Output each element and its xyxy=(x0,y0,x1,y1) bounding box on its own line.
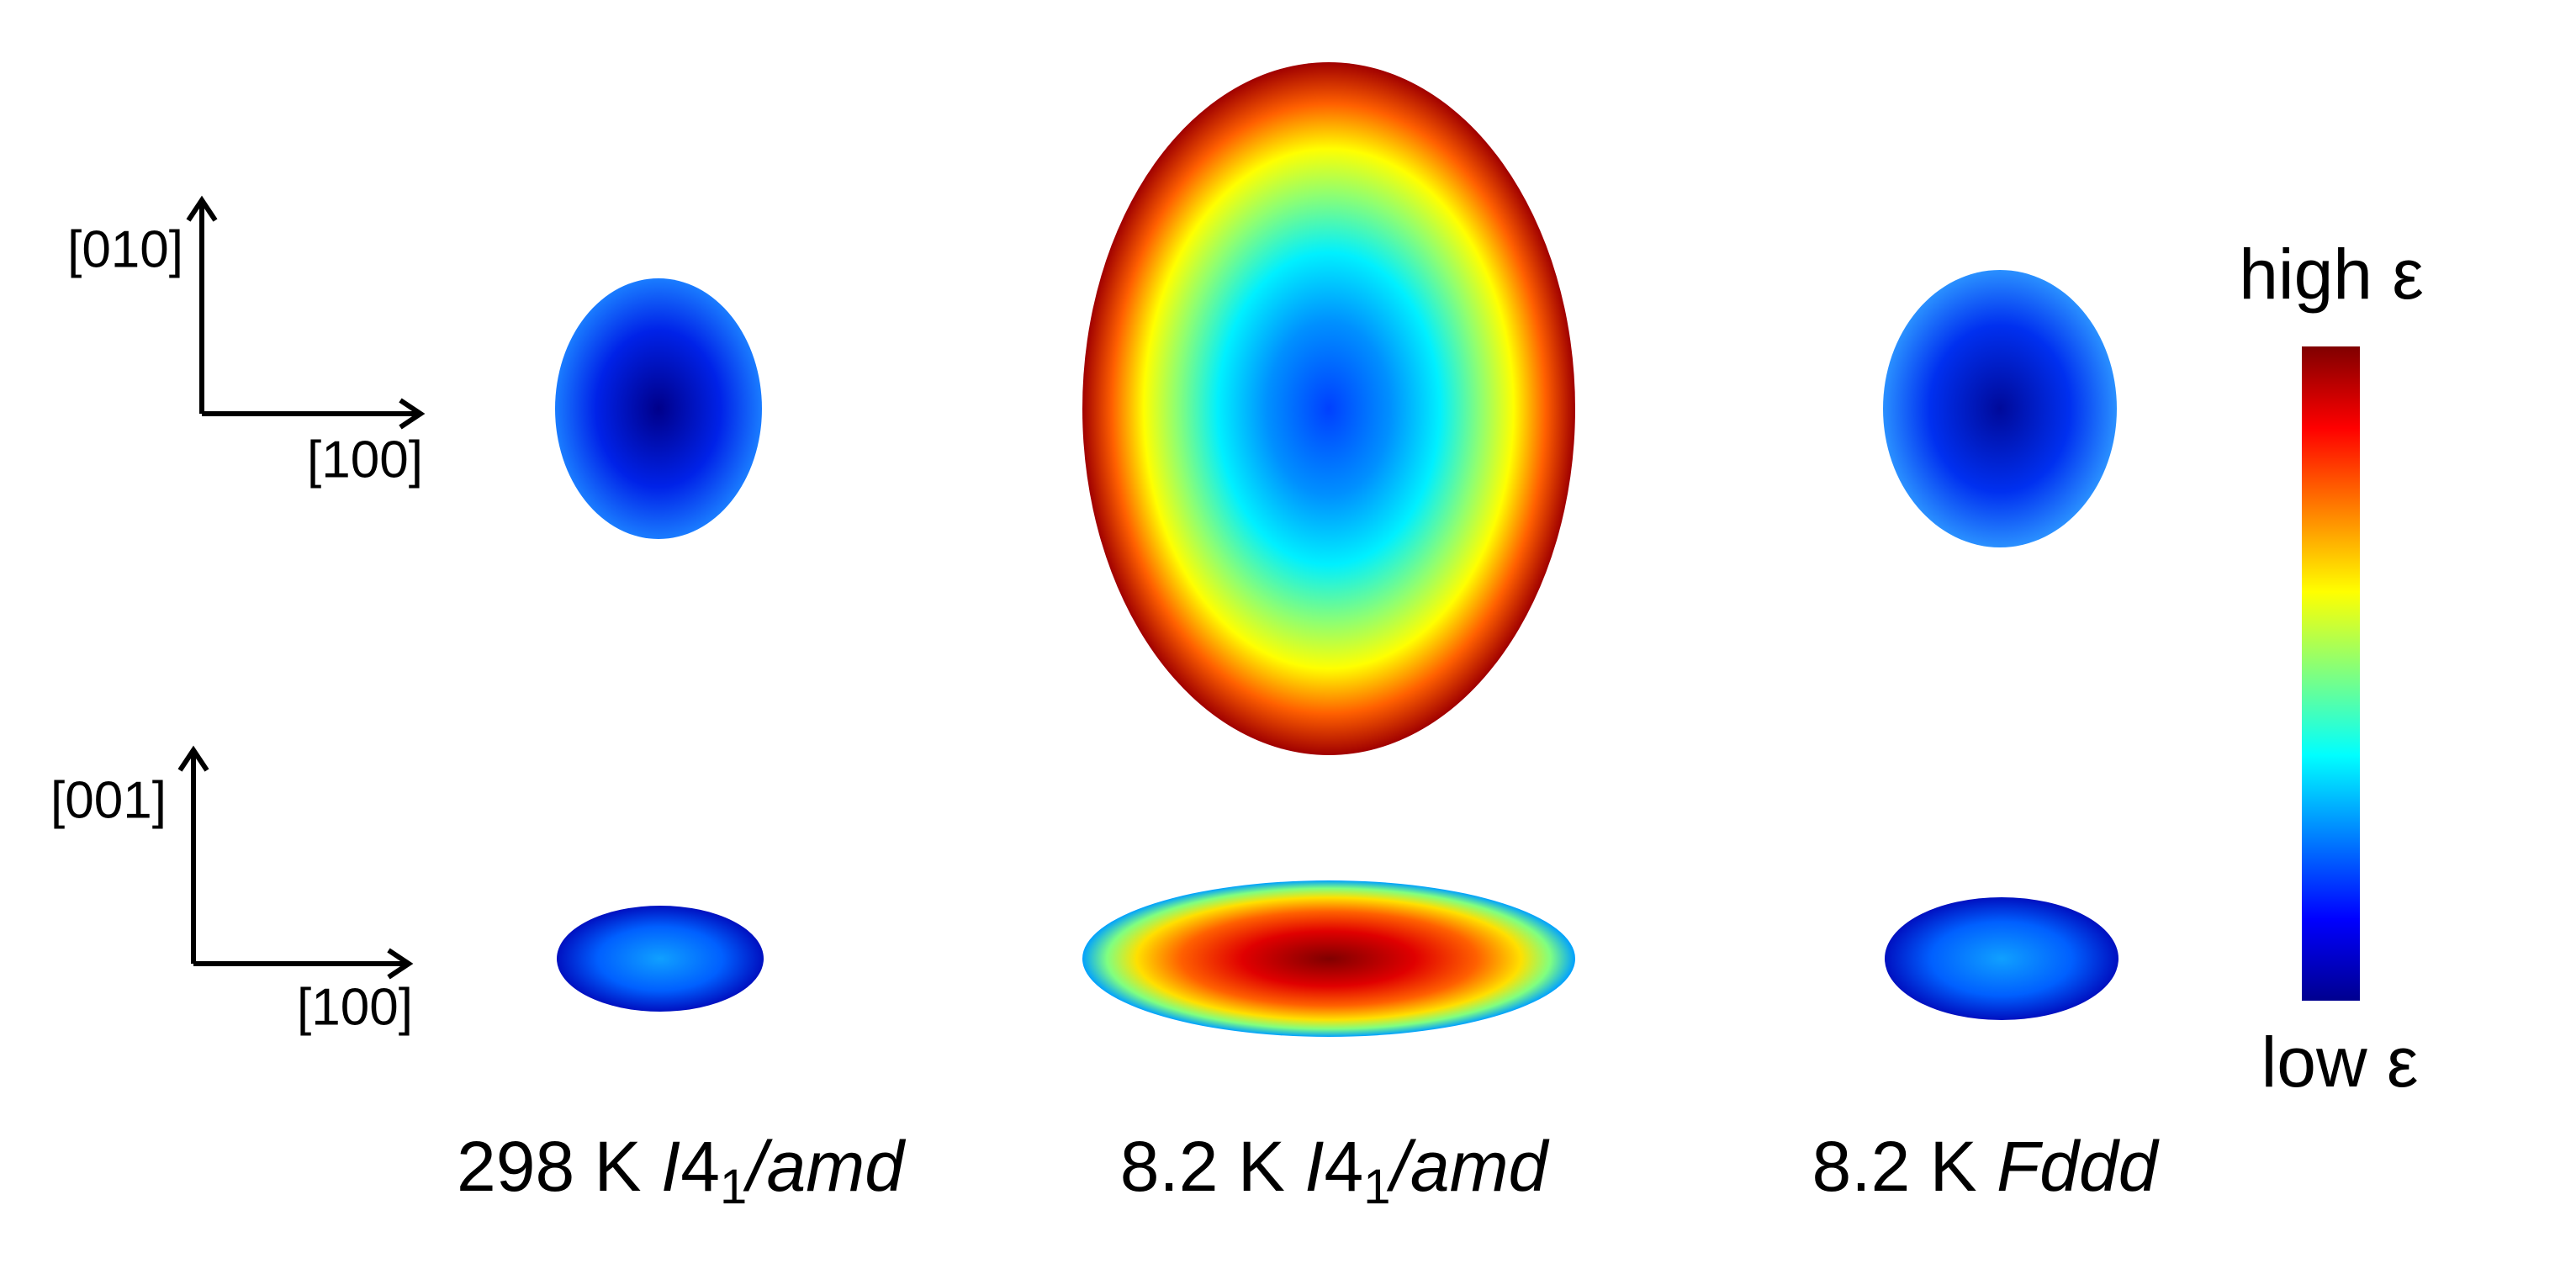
ellipsoid xyxy=(1082,880,1575,1037)
colorbar xyxy=(2302,346,2360,1001)
colorbar-high: high ε xyxy=(2239,235,2424,314)
number: 4 xyxy=(680,1127,720,1206)
rest: /amd xyxy=(1387,1127,1550,1206)
ellipsoid xyxy=(555,278,762,539)
subscript: 1 xyxy=(720,1160,747,1214)
axes-bottom: [001] [100] xyxy=(50,745,414,1036)
axis-label: [001] xyxy=(50,771,167,829)
axis-label: [100] xyxy=(307,431,423,489)
rest: /amd xyxy=(743,1127,906,1206)
phase-label: 8.2 K I41/amd xyxy=(1120,1127,1550,1214)
number: 4 xyxy=(1325,1127,1364,1206)
subscript: 1 xyxy=(1363,1160,1390,1214)
ellipsoid xyxy=(557,906,764,1012)
temperature: 298 K xyxy=(457,1127,661,1206)
ellipsoid xyxy=(1082,62,1575,755)
phase-label: 298 K I41/amd xyxy=(457,1127,906,1214)
axis-label: [010] xyxy=(67,220,183,278)
axes-top: [010] [100] xyxy=(67,195,426,489)
axis-label: [100] xyxy=(297,978,413,1036)
colorbar-low: low ε xyxy=(2261,1023,2419,1102)
phase-label: 8.2 K Fddd xyxy=(1812,1127,2160,1206)
axis-arrows xyxy=(186,195,426,430)
symbol: I xyxy=(661,1127,680,1206)
temperature: 8.2 K xyxy=(1812,1127,1997,1206)
symbol: I xyxy=(1304,1127,1324,1206)
axis-arrows xyxy=(177,745,414,980)
ellipsoid xyxy=(1885,897,2118,1020)
temperature: 8.2 K xyxy=(1120,1127,1304,1206)
symbol: Fddd xyxy=(1997,1127,2160,1206)
ellipsoid xyxy=(1883,270,2117,547)
